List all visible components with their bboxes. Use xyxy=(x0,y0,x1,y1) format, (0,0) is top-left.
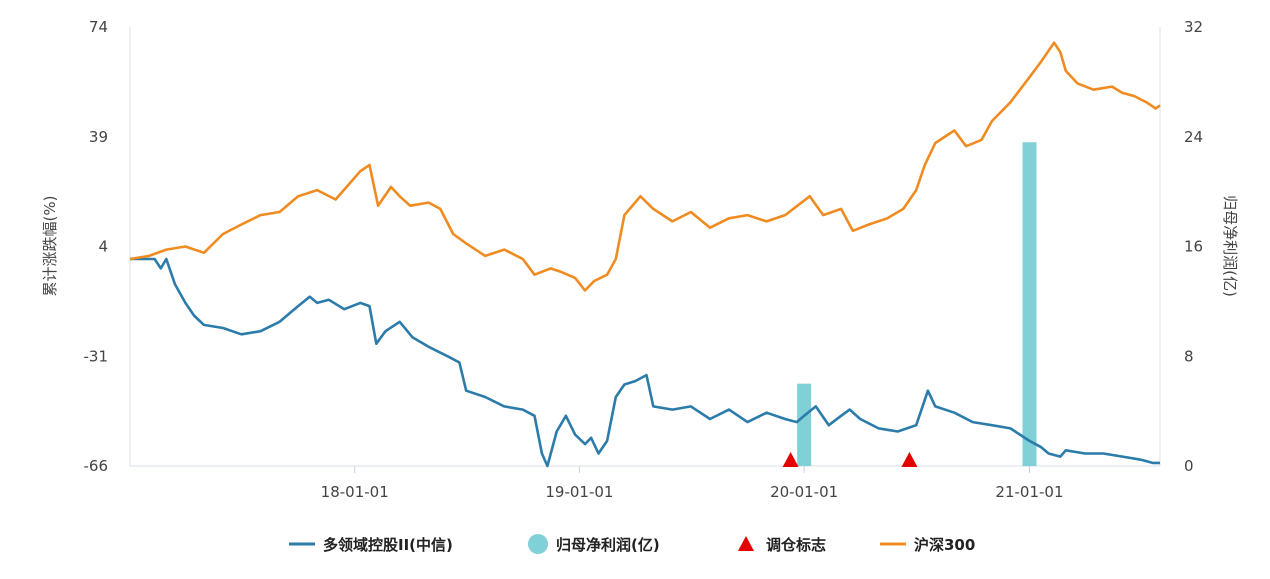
y-axis-title-right: 归母净利润(亿) xyxy=(1221,195,1239,297)
x-tick-label: 19-01-01 xyxy=(545,483,613,501)
legend-item: 沪深300 xyxy=(880,536,975,554)
legend-label: 调仓标志 xyxy=(766,536,826,554)
left-tick-label: 74 xyxy=(89,18,108,36)
rebalance-marker xyxy=(782,452,799,467)
legend: 多领域控股II(中信) 归母净利润(亿) 调仓标志 沪深300 xyxy=(289,534,975,554)
left-tick-label: -66 xyxy=(84,457,109,475)
hs300-return-line xyxy=(129,41,1161,292)
x-tick-label: 20-01-01 xyxy=(770,483,838,501)
right-tick-label: 32 xyxy=(1184,18,1203,36)
left-tick-label: 4 xyxy=(98,238,108,256)
left-tick-label: 39 xyxy=(89,128,108,146)
right-tick-label: 24 xyxy=(1184,128,1203,146)
right-tick-label: 16 xyxy=(1184,238,1203,256)
series-lines xyxy=(129,41,1161,468)
y-axis-title-left: 累计涨跌幅(%) xyxy=(41,196,59,297)
profit-bar xyxy=(797,383,812,466)
legend-label: 沪深300 xyxy=(914,536,975,554)
legend-triangle-swatch xyxy=(738,536,754,551)
legend-circle-swatch xyxy=(528,534,548,554)
right-tick-label: 0 xyxy=(1184,457,1194,475)
legend-item: 调仓标志 xyxy=(738,536,826,554)
tick-labels: 74 39 4 -31 -66 32 24 16 8 0 18-01-01 19-01-01 20-01… xyxy=(84,18,1204,501)
right-tick-label: 8 xyxy=(1184,347,1194,365)
rebalance-markers xyxy=(782,452,918,467)
legend-label: 归母净利润(亿) xyxy=(556,536,660,554)
stock-return-line xyxy=(130,257,1160,468)
profit-bar xyxy=(1022,142,1037,467)
x-tick-label: 21-01-01 xyxy=(995,483,1063,501)
legend-label: 多领域控股II(中信) xyxy=(323,536,453,554)
left-tick-label: -31 xyxy=(84,347,109,365)
axes xyxy=(129,27,1161,473)
legend-item: 多领域控股II(中信) xyxy=(289,536,453,554)
rebalance-marker xyxy=(901,452,918,467)
legend-item: 归母净利润(亿) xyxy=(528,534,660,554)
x-tick-label: 18-01-01 xyxy=(321,483,389,501)
profit-bars xyxy=(797,142,1037,467)
